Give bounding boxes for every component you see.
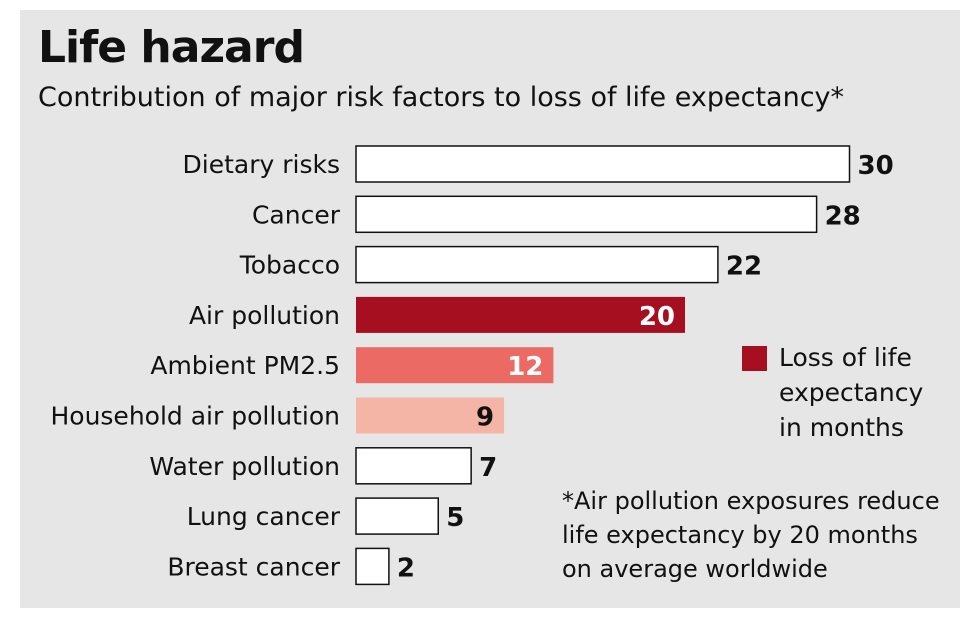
value-label-lung-cancer: 5 bbox=[446, 503, 464, 533]
value-label-breast-cancer: 2 bbox=[397, 553, 415, 583]
bar-cancer bbox=[355, 195, 818, 234]
footnote: *Air pollution exposures reduce life exp… bbox=[562, 487, 940, 583]
value-label-household-air-pollution: 9 bbox=[476, 403, 494, 433]
legend-swatch bbox=[742, 346, 767, 371]
category-label-water-pollution: Water pollution bbox=[149, 452, 340, 481]
value-label-air-pollution: 20 bbox=[639, 302, 675, 332]
bar-tobacco bbox=[355, 245, 719, 284]
category-label-breast-cancer: Breast cancer bbox=[167, 552, 340, 581]
value-label-water-pollution: 7 bbox=[479, 453, 497, 483]
category-label-ambient-pm2-5: Ambient PM2.5 bbox=[150, 351, 340, 380]
bar-water-pollution bbox=[355, 447, 472, 485]
value-label-cancer: 28 bbox=[825, 201, 861, 231]
bar-lung-cancer bbox=[355, 497, 439, 535]
value-label-tobacco: 22 bbox=[726, 252, 762, 282]
value-label-ambient-pm2-5: 12 bbox=[507, 352, 543, 382]
bar-household-air-pollution bbox=[356, 397, 505, 434]
category-label-air-pollution: Air pollution bbox=[189, 301, 340, 330]
chart-title: Life hazard bbox=[38, 22, 305, 73]
legend-label: Loss of life expectancy in months bbox=[779, 343, 924, 442]
bar-ambient-pm2-5 bbox=[356, 347, 554, 384]
category-label-dietary-risks: Dietary risks bbox=[183, 150, 340, 179]
category-label-cancer: Cancer bbox=[252, 200, 341, 229]
chart-subtitle: Contribution of major risk factors to lo… bbox=[38, 82, 845, 113]
category-label-lung-cancer: Lung cancer bbox=[187, 502, 341, 531]
value-label-dietary-risks: 30 bbox=[858, 151, 894, 181]
bar-air-pollution bbox=[356, 296, 685, 333]
bar-breast-cancer bbox=[355, 547, 390, 586]
category-label-tobacco: Tobacco bbox=[239, 251, 340, 280]
category-label-household-air-pollution: Household air pollution bbox=[50, 402, 340, 431]
bar-dietary-risks bbox=[355, 145, 851, 183]
